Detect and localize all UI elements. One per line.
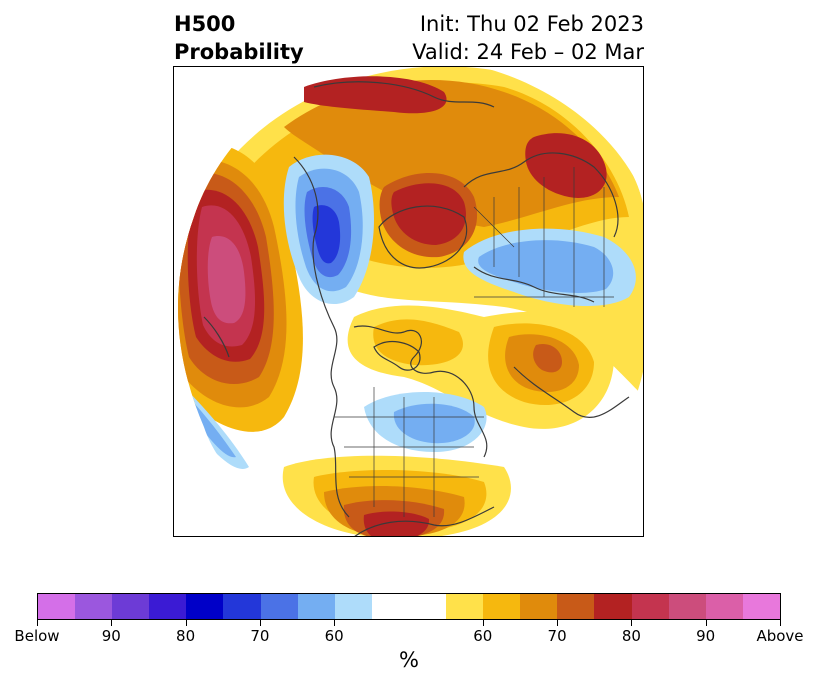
colorbar-tick-label: 80 bbox=[621, 627, 641, 645]
colorbar-segment bbox=[260, 594, 298, 619]
probability-field bbox=[177, 67, 643, 536]
coastlines bbox=[203, 81, 630, 536]
colorbar-tick-label: 70 bbox=[250, 627, 270, 645]
colorbar-tick-label: 70 bbox=[547, 627, 567, 645]
colorbar-segment bbox=[186, 594, 224, 619]
political-borders bbox=[334, 167, 614, 517]
colorbar-tick bbox=[557, 620, 559, 626]
title-variable: H500 bbox=[174, 12, 236, 36]
colorbar-segment bbox=[483, 594, 521, 619]
colorbar-tick bbox=[780, 620, 781, 626]
colorbar-tick-label: 80 bbox=[176, 627, 196, 645]
map-title: H500 Probability bbox=[174, 10, 304, 66]
colorbar-tick bbox=[185, 620, 187, 626]
colorbar-segment bbox=[594, 594, 632, 619]
colorbar-segment bbox=[631, 594, 669, 619]
colorbar bbox=[37, 593, 781, 620]
valid-range: Valid: 24 Feb – 02 Mar bbox=[412, 40, 644, 64]
map-dates: Init: Thu 02 Feb 2023 Valid: 24 Feb – 02… bbox=[412, 10, 644, 66]
below-80-west bbox=[312, 205, 341, 264]
colorbar-segment bbox=[668, 594, 706, 619]
init-date: Init: Thu 02 Feb 2023 bbox=[419, 12, 644, 36]
colorbar-tick bbox=[482, 620, 484, 626]
colorbar-tick-label: Above bbox=[756, 627, 804, 645]
colorbar-segment bbox=[408, 594, 447, 619]
greenland-80-region bbox=[391, 183, 466, 245]
south-80-region bbox=[363, 511, 430, 536]
colorbar-tick bbox=[111, 620, 113, 626]
probability-map bbox=[177, 67, 643, 536]
colorbar-segment bbox=[371, 594, 409, 619]
colorbar-tick bbox=[259, 620, 261, 626]
siberia-80-region bbox=[525, 133, 607, 198]
colorbar-unit: % bbox=[399, 648, 419, 672]
colorbar-tick-label: 90 bbox=[101, 627, 121, 645]
colorbar-segment bbox=[334, 594, 372, 619]
colorbar-segment bbox=[557, 594, 595, 619]
colorbar-tick bbox=[37, 620, 38, 626]
colorbar-tick-label: 90 bbox=[696, 627, 716, 645]
atlantic-75-region bbox=[533, 343, 562, 373]
map-panel[interactable] bbox=[173, 66, 644, 537]
colorbar-segment bbox=[223, 594, 261, 619]
colorbar-segment bbox=[38, 594, 76, 619]
colorbar-segment bbox=[446, 594, 484, 619]
hudson-65-region bbox=[373, 319, 463, 366]
colorbar-tick bbox=[631, 620, 633, 626]
arctic-80-region bbox=[304, 76, 447, 114]
colorbar-tick-label: 60 bbox=[473, 627, 493, 645]
colorbar-segment bbox=[297, 594, 335, 619]
colorbar-segment bbox=[742, 594, 780, 619]
colorbar-tick-label: Below bbox=[14, 627, 60, 645]
colorbar-segment bbox=[705, 594, 743, 619]
colorbar-tick bbox=[705, 620, 707, 626]
colorbar-segment bbox=[75, 594, 113, 619]
pacific-90-region bbox=[207, 236, 246, 324]
colorbar-segment bbox=[112, 594, 150, 619]
colorbar-segment bbox=[520, 594, 558, 619]
colorbar-tick-label: 60 bbox=[324, 627, 344, 645]
colorbar-tick bbox=[334, 620, 336, 626]
above-70-region bbox=[284, 79, 619, 227]
title-type: Probability bbox=[174, 40, 304, 64]
colorbar-segment bbox=[149, 594, 187, 619]
